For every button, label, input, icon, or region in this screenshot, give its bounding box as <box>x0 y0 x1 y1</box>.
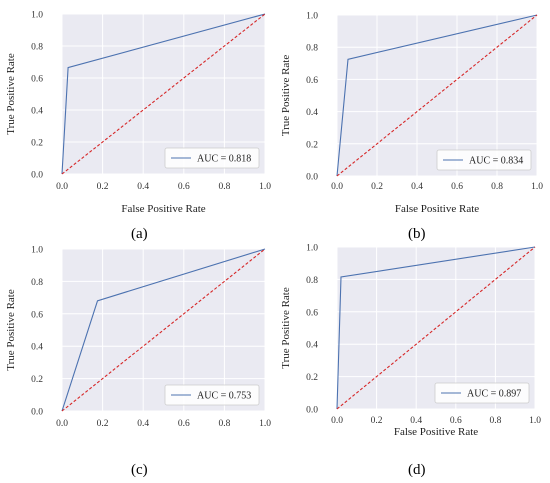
y-tick-label-a: 0.6 <box>31 75 43 85</box>
y-tick-label-d: 0.6 <box>306 308 318 318</box>
x-tick-label-c: 0.6 <box>178 419 190 429</box>
legend-label-c: AUC = 0.753 <box>197 391 251 402</box>
y-tick-label-a: 1.0 <box>31 11 43 21</box>
caption-a: (a) <box>131 226 148 242</box>
y-tick-label-a: 0.4 <box>31 107 43 117</box>
y-tick-label-d: 0.4 <box>306 341 318 351</box>
x-tick-label-b: 0.0 <box>331 182 343 192</box>
y-tick-label-a: 0.0 <box>31 171 43 181</box>
x-tick-label-a: 0.6 <box>178 182 190 192</box>
roc-chart-d: 0.0 0.2 0.4 0.6 0.8 1.0 0.0 0.2 0.4 0.6 0.8 1.0 Fals… <box>280 244 541 439</box>
legend-box-d <box>434 382 530 404</box>
y-tick-label-d: 1.0 <box>306 244 318 254</box>
y-tick-label-c: 0.6 <box>31 310 43 320</box>
x-tick-label-a: 1.0 <box>259 182 271 192</box>
y-tick-label-d: 0.0 <box>306 406 318 416</box>
x-tick-label-c: 0.4 <box>137 419 149 429</box>
chance-line-a <box>61 13 266 175</box>
x-tick-label-b: 0.8 <box>491 182 503 192</box>
y-tick-label-d: 0.8 <box>306 276 318 286</box>
chance-line-d <box>336 246 536 410</box>
roc-curve-b <box>336 14 538 177</box>
x-tick-label-c: 0.0 <box>56 419 68 429</box>
roc-curve-d <box>336 246 536 410</box>
x-tick-label-a: 0.0 <box>56 182 68 192</box>
x-tick-label-b: 0.2 <box>371 182 383 192</box>
y-tick-label-b: 1.0 <box>306 12 318 22</box>
roc-panel-d: 0.0 0.2 0.4 0.6 0.8 1.0 0.0 0.2 0.4 0.6 0.8 1.0 Fals… <box>275 241 550 482</box>
x-tick-label-a: 0.8 <box>218 182 230 192</box>
y-axis-label-d: True Positive Rate <box>280 287 292 369</box>
x-tick-label-c: 1.0 <box>259 419 271 429</box>
roc-panel-b: 0.0 0.2 0.4 0.6 0.8 1.0 0.0 0.2 0.4 0.6 0.8 1.0 Fals… <box>275 0 550 243</box>
x-tick-label-b: 0.6 <box>451 182 463 192</box>
y-tick-label-b: 0.2 <box>306 140 318 150</box>
roc-chart-c: 0.0 0.2 0.4 0.6 0.8 1.0 0.0 0.2 0.4 0.6 0.8 1.0 True… <box>5 246 271 430</box>
x-axis-label-b: False Positive Rate <box>395 203 479 215</box>
legend-box-b <box>436 149 532 171</box>
y-tick-label-b: 0.4 <box>306 108 318 118</box>
x-tick-label-d: 1.0 <box>529 416 541 426</box>
legend-box-c <box>164 384 260 406</box>
y-tick-label-c: 1.0 <box>31 246 43 256</box>
legend-box-a <box>164 147 260 169</box>
y-tick-label-d: 0.2 <box>306 373 318 383</box>
x-axis-label-d: False Positive Rate <box>394 426 478 438</box>
x-tick-label-c: 0.2 <box>97 419 109 429</box>
chance-line-b <box>336 14 538 177</box>
x-tick-label-d: 0.4 <box>410 416 422 426</box>
roc-panel-a: 0.0 0.2 0.4 0.6 0.8 1.0 0.0 0.2 0.4 0.6 0.8 1.0 Fals… <box>0 0 275 243</box>
caption-c: (c) <box>131 462 148 478</box>
y-axis-label-a: True Positive Rate <box>5 53 17 135</box>
x-tick-label-a: 0.2 <box>97 182 109 192</box>
y-tick-label-a: 0.8 <box>31 43 43 53</box>
y-tick-label-a: 0.2 <box>31 139 43 149</box>
y-tick-label-c: 0.4 <box>31 343 43 353</box>
y-tick-label-c: 0.0 <box>31 408 43 418</box>
y-tick-label-c: 0.2 <box>31 375 43 385</box>
legend-label-a: AUC = 0.818 <box>197 154 251 165</box>
x-axis-label-a: False Positive Rate <box>121 203 205 215</box>
y-axis-label-b: True Positive Rate <box>280 55 292 137</box>
y-tick-label-b: 0.6 <box>306 76 318 86</box>
y-tick-label-c: 0.8 <box>31 278 43 288</box>
x-tick-label-d: 0.0 <box>331 416 343 426</box>
roc-curve-a <box>61 13 266 175</box>
y-axis-label-c: True Positive Rate <box>5 289 17 371</box>
roc-chart-b: 0.0 0.2 0.4 0.6 0.8 1.0 0.0 0.2 0.4 0.6 0.8 1.0 Fals… <box>280 12 543 216</box>
roc-panel-c: 0.0 0.2 0.4 0.6 0.8 1.0 0.0 0.2 0.4 0.6 0.8 1.0 True… <box>0 241 275 482</box>
x-tick-label-d: 0.8 <box>489 416 501 426</box>
x-tick-label-b: 0.4 <box>411 182 423 192</box>
roc-chart-a: 0.0 0.2 0.4 0.6 0.8 1.0 0.0 0.2 0.4 0.6 0.8 1.0 Fals… <box>5 11 271 216</box>
legend-label-d: AUC = 0.897 <box>467 389 521 400</box>
y-tick-label-b: 0.0 <box>306 173 318 183</box>
x-tick-label-c: 0.8 <box>218 419 230 429</box>
x-tick-label-a: 0.4 <box>137 182 149 192</box>
roc-curve-c <box>61 248 266 412</box>
y-tick-label-b: 0.8 <box>306 44 318 54</box>
caption-d: (d) <box>408 462 426 478</box>
x-tick-label-b: 1.0 <box>531 182 543 192</box>
chance-line-c <box>61 248 266 412</box>
x-tick-label-d: 0.2 <box>371 416 383 426</box>
legend-label-b: AUC = 0.834 <box>469 156 523 167</box>
caption-b: (b) <box>408 226 426 242</box>
x-tick-label-d: 0.6 <box>450 416 462 426</box>
